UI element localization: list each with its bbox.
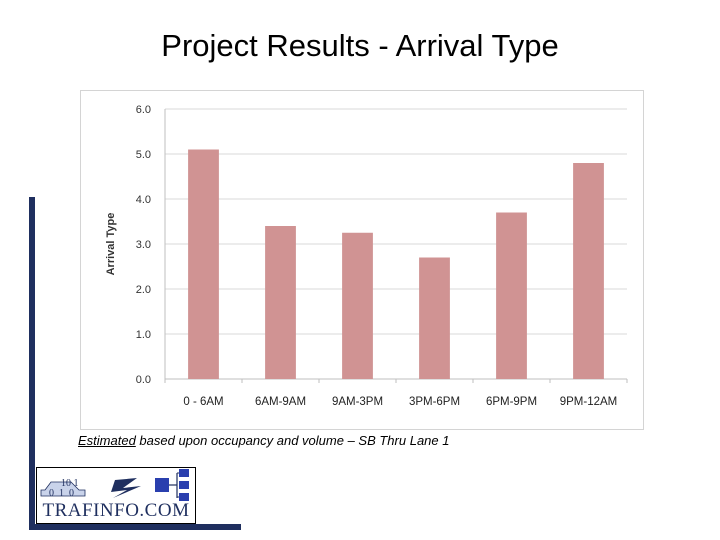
logo-bits-top: 10 1 (61, 478, 79, 489)
accent-bar-vertical (29, 197, 35, 530)
x-tick-label: 9PM-12AM (560, 396, 618, 408)
y-tick-label: 3.0 (136, 239, 151, 251)
accent-bar-horizontal (29, 524, 241, 530)
bar (188, 149, 219, 379)
x-tick-label: 3PM-6PM (409, 396, 460, 408)
y-tick-label: 4.0 (136, 194, 151, 206)
bar (573, 163, 604, 379)
caption-emphasis: Estimated (78, 433, 136, 448)
x-tick-label: 0 - 6AM (183, 396, 223, 408)
bar (342, 232, 373, 379)
chart-caption: Estimated based upon occupancy and volum… (78, 433, 449, 448)
bar (496, 212, 527, 379)
x-tick-label: 6AM-9AM (255, 396, 306, 408)
y-axis-label: Arrival Type (105, 213, 117, 276)
chart-frame: 0.0 1.0 2.0 3.0 4.0 5.0 6.0 Arrival Type 0 - 6AM… (80, 90, 644, 430)
bar-chart: 0.0 1.0 2.0 3.0 4.0 5.0 6.0 Arrival Type 0 - 6AM… (105, 104, 628, 408)
logo-bits-bottom: 0 1 0 (49, 488, 74, 499)
x-tick-label: 9AM-3PM (332, 396, 383, 408)
bar (419, 257, 450, 379)
logo-graphic-icon (40, 469, 189, 501)
y-tick-label: 6.0 (136, 104, 151, 116)
y-tick-label: 2.0 (136, 284, 151, 296)
bar (265, 226, 296, 379)
caption-text: based upon occupancy and volume – SB Thr… (135, 433, 450, 448)
y-tick-label: 5.0 (136, 149, 151, 161)
slide-title: Project Results - Arrival Type (161, 28, 559, 63)
y-tick-label: 1.0 (136, 329, 151, 341)
y-tick-label: 0.0 (136, 374, 151, 386)
logo-text: TRAFINFO.COM (42, 500, 190, 521)
trafinfo-logo: 10 1 0 1 0 TRAFINFO.COM (36, 467, 196, 524)
x-tick-label: 6PM-9PM (486, 396, 537, 408)
